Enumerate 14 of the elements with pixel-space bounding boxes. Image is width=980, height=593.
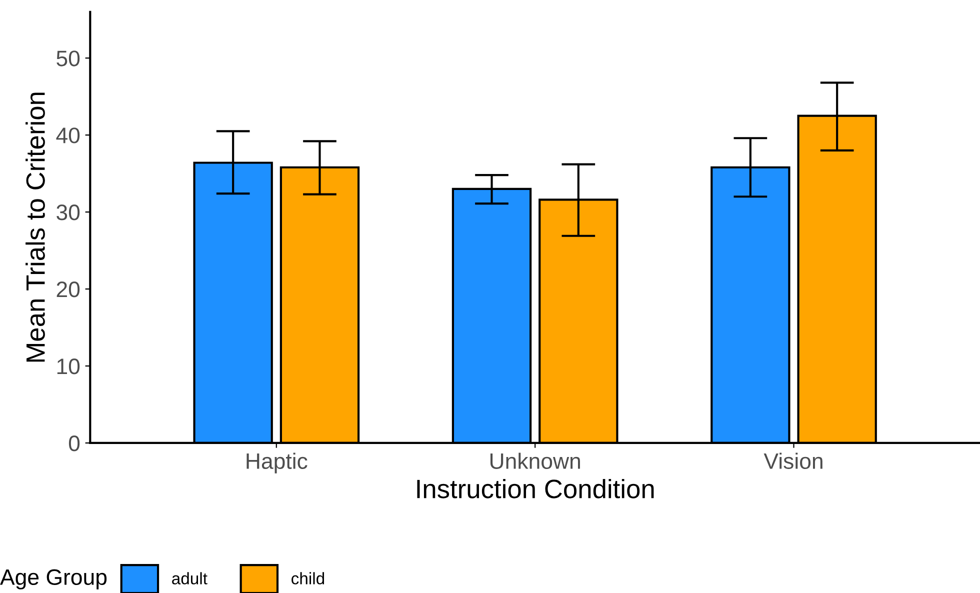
y-tick-label: 20 [56,282,80,298]
y-tick-label: 10 [57,358,80,374]
legend-label: child [292,572,324,584]
y-axis-title: Mean Trials to Criterion [26,92,45,362]
y-tick-label: 0 [68,436,80,452]
legend-label: adult [172,572,208,584]
x-axis-title: Instruction Condition [417,478,654,498]
y-tick-label: 50 [56,50,80,66]
y-tick-label: 30 [56,204,80,220]
x-tick-label: Haptic [246,452,308,474]
x-tick-label: Unknown [490,452,580,470]
x-tick-label: Vision [764,452,822,470]
legend-title: Age Group [0,569,107,590]
y-tick-label: 40 [56,128,80,144]
